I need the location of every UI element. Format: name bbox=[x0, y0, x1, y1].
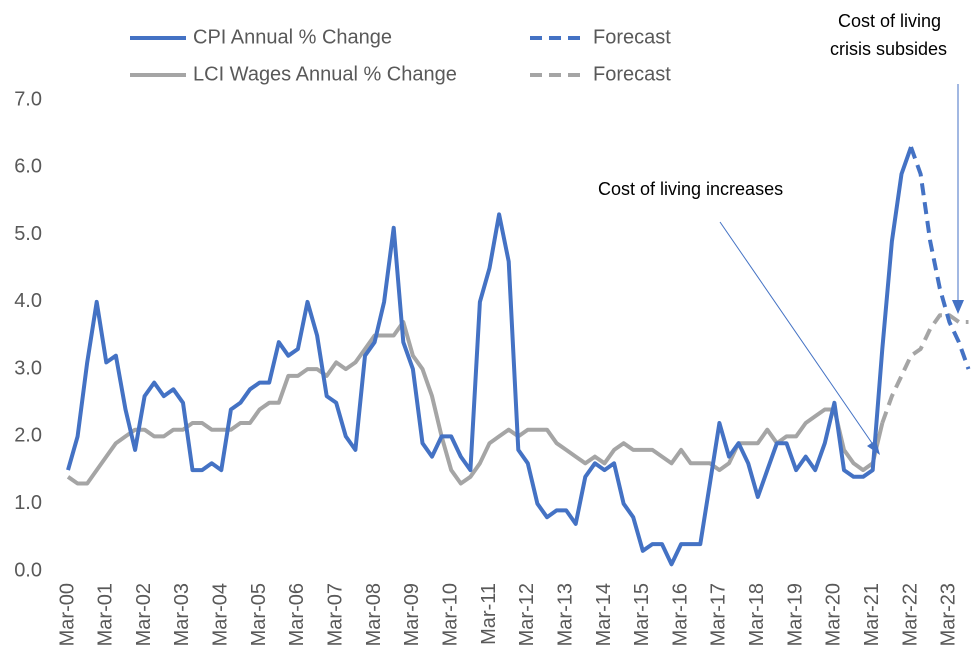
y-tick-label: 7.0 bbox=[14, 88, 42, 110]
legend-label: CPI Annual % Change bbox=[193, 26, 392, 48]
x-tick-label: Mar-12 bbox=[516, 583, 538, 646]
series-line bbox=[66, 320, 885, 486]
x-tick-label: Mar-07 bbox=[325, 583, 347, 646]
annotation-arrow bbox=[719, 221, 875, 447]
x-tick-label: Mar-17 bbox=[708, 583, 730, 646]
y-tick-label: 1.0 bbox=[14, 492, 42, 514]
x-tick-label: Mar-01 bbox=[95, 583, 117, 646]
legend-label: Forecast bbox=[593, 63, 671, 85]
x-tick-label: Mar-23 bbox=[938, 583, 960, 646]
x-tick-label: Mar-10 bbox=[439, 583, 461, 646]
x-tick-label: Mar-18 bbox=[746, 583, 768, 646]
series-line bbox=[880, 313, 969, 424]
y-tick-label: 5.0 bbox=[14, 223, 42, 245]
legend-label: Forecast bbox=[593, 26, 671, 48]
annotation-arrowhead bbox=[952, 300, 964, 314]
series-line bbox=[66, 146, 913, 567]
annotation: crisis subsides bbox=[830, 39, 947, 59]
x-tick-label: Mar-14 bbox=[593, 583, 615, 646]
x-tick-label: Mar-11 bbox=[478, 583, 500, 645]
x-tick-label: Mar-22 bbox=[899, 583, 921, 646]
x-tick-label: Mar-03 bbox=[171, 583, 193, 646]
legend-label: LCI Wages Annual % Change bbox=[193, 63, 457, 85]
x-tick-label: Mar-02 bbox=[133, 583, 155, 646]
x-tick-label: Mar-08 bbox=[363, 583, 385, 646]
x-tick-label: Mar-04 bbox=[210, 583, 232, 646]
y-tick-label: 3.0 bbox=[14, 357, 42, 379]
y-tick-label: 2.0 bbox=[14, 425, 42, 447]
x-tick-label: Mar-15 bbox=[631, 583, 653, 646]
x-tick-label: Mar-00 bbox=[56, 583, 78, 646]
y-tick-label: 0.0 bbox=[14, 559, 42, 581]
x-tick-label: Mar-09 bbox=[401, 583, 423, 646]
x-tick-label: Mar-06 bbox=[286, 583, 308, 646]
annotation-arrowhead bbox=[867, 440, 880, 455]
x-tick-label: Mar-20 bbox=[823, 583, 845, 646]
x-tick-label: Mar-19 bbox=[784, 583, 806, 646]
x-tick-label: Mar-13 bbox=[554, 583, 576, 646]
x-tick-label: Mar-16 bbox=[669, 583, 691, 646]
annotation: Cost of living bbox=[838, 11, 941, 31]
annotation: Cost of living increases bbox=[598, 179, 783, 199]
y-tick-label: 4.0 bbox=[14, 290, 42, 312]
x-tick-label: Mar-05 bbox=[248, 583, 270, 646]
y-tick-label: 6.0 bbox=[14, 156, 42, 178]
x-tick-label: Mar-21 bbox=[861, 583, 883, 646]
series-line bbox=[909, 146, 971, 370]
